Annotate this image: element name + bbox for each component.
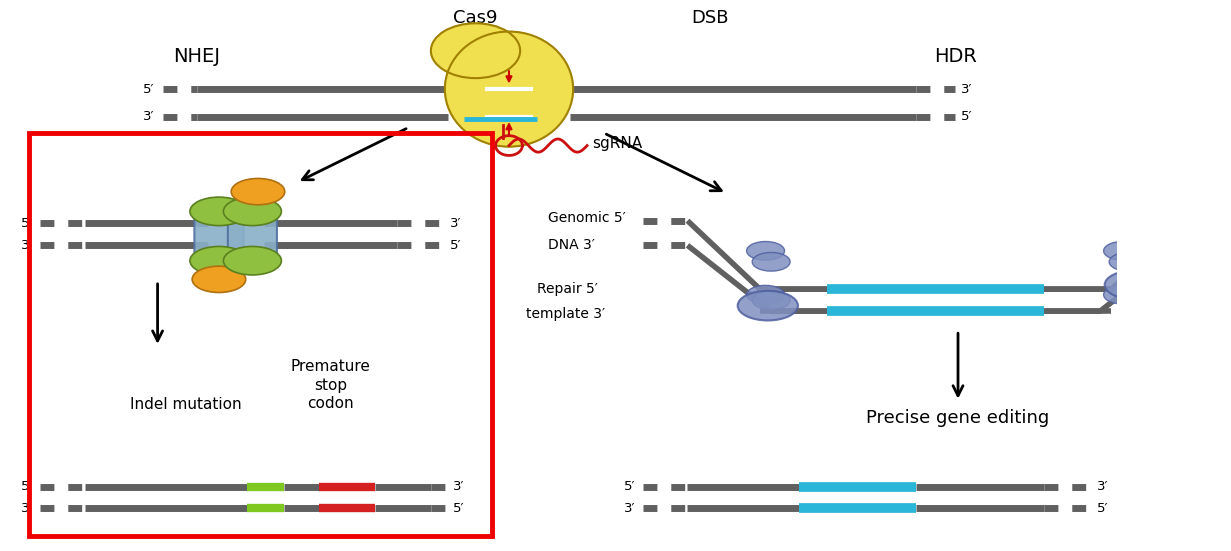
Circle shape [747,241,784,260]
Text: 5′: 5′ [449,239,462,252]
Text: DSB: DSB [691,9,729,27]
Circle shape [192,266,246,293]
Text: 3′: 3′ [21,239,33,252]
Text: Genomic 5′: Genomic 5′ [548,211,625,225]
Circle shape [752,252,790,271]
Text: 5′: 5′ [624,480,635,493]
Text: 5′: 5′ [1097,502,1108,515]
Text: 3′: 3′ [961,83,972,96]
Ellipse shape [431,23,521,78]
Circle shape [737,291,798,321]
Text: template 3′: template 3′ [526,307,604,321]
Circle shape [231,179,284,205]
Circle shape [1104,241,1141,260]
Text: 3′: 3′ [453,480,465,493]
Text: DNA 3′: DNA 3′ [548,239,595,252]
Text: Cas9: Cas9 [453,9,497,27]
Text: Precise gene editing: Precise gene editing [867,409,1050,427]
Circle shape [190,246,247,275]
Circle shape [747,285,784,304]
Circle shape [223,197,282,225]
Text: HDR: HDR [934,47,976,66]
FancyBboxPatch shape [194,215,244,254]
Text: Repair 5′: Repair 5′ [537,282,598,296]
Circle shape [190,197,247,225]
Text: 5′: 5′ [21,480,33,493]
Text: 3′: 3′ [624,502,635,515]
Text: 3′: 3′ [21,502,33,515]
Text: 5′: 5′ [143,83,154,96]
Text: Premature
stop
codon: Premature stop codon [291,359,371,411]
Text: 5′: 5′ [21,217,33,230]
Circle shape [1104,271,1163,299]
Text: Indel mutation: Indel mutation [129,397,241,412]
Ellipse shape [444,31,574,147]
Text: 3′: 3′ [1097,480,1108,493]
Text: 5′: 5′ [453,502,465,515]
Text: sgRNA: sgRNA [592,137,643,152]
Text: NHEJ: NHEJ [174,47,220,66]
FancyBboxPatch shape [228,215,277,254]
Circle shape [752,291,790,310]
Text: 3′: 3′ [449,217,462,230]
Circle shape [1109,252,1147,271]
Text: 5′: 5′ [961,110,972,123]
Text: 3′: 3′ [143,110,154,123]
Circle shape [223,246,282,275]
Circle shape [1104,285,1141,304]
